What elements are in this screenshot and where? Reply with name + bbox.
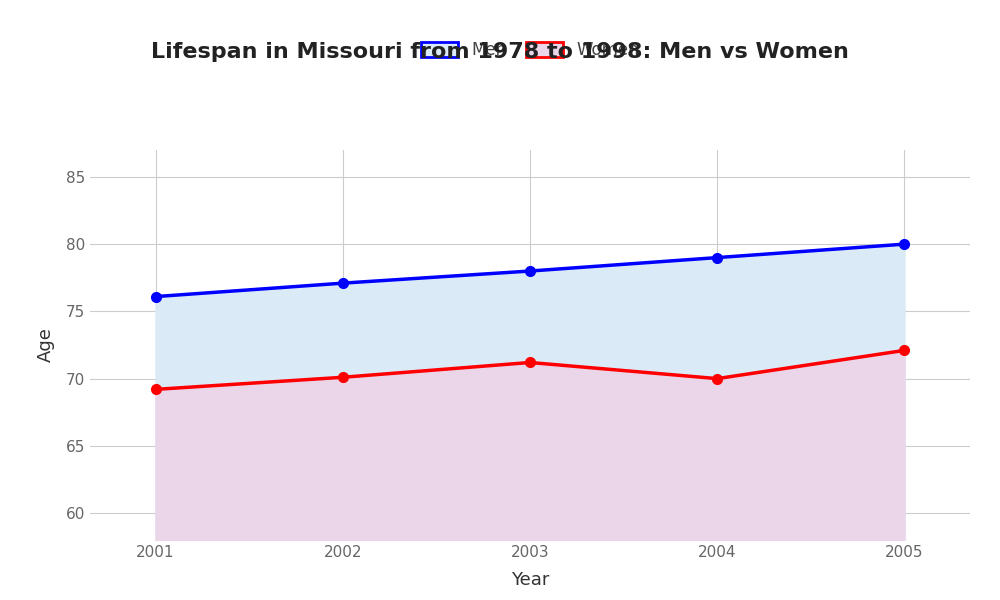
Legend: Men, Women: Men, Women <box>421 41 639 59</box>
X-axis label: Year: Year <box>511 571 549 589</box>
Text: Lifespan in Missouri from 1978 to 1998: Men vs Women: Lifespan in Missouri from 1978 to 1998: … <box>151 42 849 62</box>
Y-axis label: Age: Age <box>37 328 55 362</box>
